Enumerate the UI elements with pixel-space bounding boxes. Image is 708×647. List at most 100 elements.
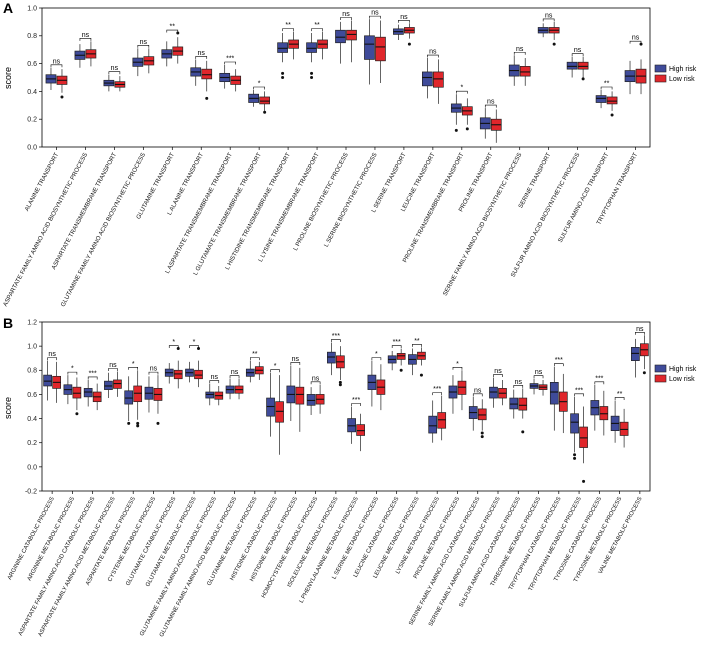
significance-label: * [258, 81, 261, 88]
significance-bracket [493, 374, 503, 378]
significance-bracket [137, 45, 150, 48]
box [306, 394, 316, 406]
significance-label: ** [285, 22, 291, 29]
significance-label: ns [494, 368, 502, 375]
significance-label: ns [292, 356, 300, 363]
panel-b-ylabel: score [3, 397, 13, 419]
significance-bracket [148, 371, 159, 375]
box [133, 385, 143, 403]
outlier-point [127, 421, 131, 425]
x-tick-label: VALINE METABOLIC PROCESS [598, 496, 644, 575]
significance-bracket [195, 56, 208, 59]
significance-label: ns [312, 375, 320, 382]
box [277, 42, 288, 53]
outlier-point [480, 435, 484, 439]
significance-bracket [50, 64, 63, 68]
outlier-point [136, 421, 140, 425]
outlier-point [205, 96, 209, 100]
significance-label: ns [474, 387, 482, 394]
outlier-point [338, 383, 342, 387]
outlier-point [197, 347, 200, 351]
legend-low-risk-label: Low risk [669, 76, 695, 83]
significance-label: *** [332, 333, 340, 340]
significance-bracket [250, 357, 260, 361]
y-tick-label: 0.8 [27, 368, 37, 375]
significance-label: ** [314, 22, 320, 29]
outlier-point [338, 380, 342, 384]
significance-bracket [369, 15, 381, 19]
significance-label: * [71, 366, 74, 373]
box [113, 379, 122, 389]
significance-label: ns [400, 14, 408, 21]
significance-bracket [432, 392, 442, 396]
plot-border [41, 321, 651, 492]
panel-a-label: A [3, 0, 13, 16]
panel-a-ylabel: score [3, 67, 13, 89]
significance-bracket [340, 17, 352, 21]
legend-high-risk-label: High risk [669, 66, 697, 73]
significance-label: ns [574, 47, 582, 54]
significance-label: ns [53, 58, 61, 65]
outlier-point [136, 424, 140, 428]
legend-high-risk-swatch [654, 364, 667, 373]
outlier-point [581, 77, 585, 81]
x-tick-label: ASPARTATE TRANSMEMBRANE TRANSPORT [50, 151, 118, 270]
y-tick-label: 0.0 [27, 464, 37, 471]
box [566, 61, 578, 70]
box [433, 71, 444, 88]
box [489, 386, 498, 399]
y-tick-label: 0.6 [27, 392, 37, 399]
panel-b-label: B [3, 315, 13, 331]
significance-bracket [47, 357, 57, 361]
y-tick-label: 0.2 [27, 440, 37, 447]
outlier-point [521, 430, 525, 434]
box [457, 380, 467, 395]
y-tick-label: 0.4 [27, 89, 37, 96]
y-tick-label: 0.4 [27, 416, 37, 423]
x-tick-label: SERINE TRANSPORT [517, 151, 552, 209]
box [428, 415, 438, 434]
x-tick-label: ASPARTATE FAMILY AMINO ACID METABOLIC PR… [38, 496, 117, 638]
box [364, 35, 375, 60]
significance-bracket [311, 28, 323, 32]
significance-label: *** [575, 387, 583, 394]
x-tick-label: L SERINE BIOSYNTHETIC PROCESS [323, 152, 379, 249]
box [306, 42, 317, 53]
box [519, 66, 531, 77]
significance-label: ns [487, 99, 495, 106]
significance-bracket [513, 51, 526, 55]
significance-bracket [412, 344, 422, 347]
outlier-point [156, 421, 160, 425]
significance-label: ns [140, 39, 148, 46]
significance-label: ns [545, 12, 553, 19]
significance-label: ns [109, 362, 117, 369]
x-tick-label: GLUTAMINE FAMILY AMINO ACID CATABOLIC PR… [139, 496, 218, 637]
significance-label: ** [170, 24, 176, 31]
box [275, 401, 284, 423]
significance-label: ns [48, 351, 56, 358]
box [124, 390, 134, 405]
significance-bracket [128, 366, 138, 370]
x-tick-label: L HISTIDINE TRANSMEMBRANE TRANSPORT [224, 151, 292, 271]
outlier-point [75, 412, 79, 416]
box [356, 424, 365, 436]
significance-label: ns [535, 369, 543, 376]
outlier-point [465, 127, 469, 131]
x-tick-label: GLUTAMINE FAMILY AMINO ACID METABOLIC PR… [159, 496, 238, 638]
significance-bracket [87, 376, 98, 380]
box [631, 347, 640, 361]
significance-label: ** [604, 81, 610, 88]
significance-bracket [108, 71, 121, 75]
outlier-point [407, 42, 411, 46]
outlier-point [310, 71, 314, 75]
significance-label: ns [515, 379, 523, 386]
box [619, 421, 629, 436]
box [335, 29, 346, 44]
box [295, 386, 305, 405]
significance-bracket [253, 86, 265, 90]
outlier-point [419, 373, 423, 377]
significance-bracket [168, 345, 179, 349]
box [104, 380, 113, 390]
significance-label: *** [555, 357, 563, 364]
